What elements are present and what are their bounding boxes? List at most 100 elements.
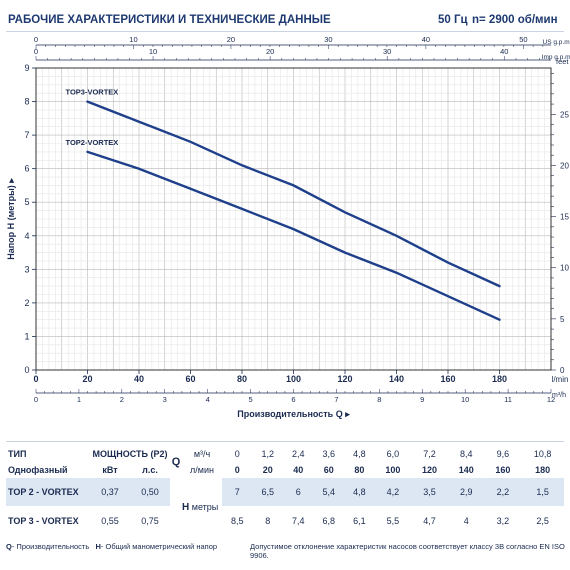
y-tick-label: 4	[24, 231, 29, 241]
usgpm-unit-label: US g.p.m.	[543, 39, 570, 46]
model-name: TOP 2 - VORTEX	[6, 478, 90, 506]
flow-lmin-cell: 100	[385, 465, 401, 475]
curve-label: TOP2-VORTEX	[66, 138, 119, 147]
flow-lmin-cell: 0	[234, 465, 240, 475]
impgpm-tick-label: 40	[500, 47, 508, 56]
m3h-tick-label: 8	[377, 395, 381, 404]
tolerance-note: Допустимое отклонение характеристик насо…	[250, 542, 565, 560]
q-description: - Производительность	[11, 542, 90, 551]
usgpm-tick-label: 30	[324, 35, 332, 44]
chart-title: РАБОЧИЕ ХАРАКТЕРИСТИКИ И ТЕХНИЧЕСКИЕ ДАН…	[8, 14, 331, 26]
header-rule	[6, 31, 564, 32]
m3h-tick-label: 10	[461, 395, 469, 404]
flow-m3h-cell: 10,8	[533, 449, 552, 459]
m3h-tick-label: 5	[248, 395, 252, 404]
impgpm-tick-label: 0	[34, 47, 38, 56]
head-cell: 2,5	[536, 516, 549, 526]
meters-unit: метры	[191, 501, 219, 512]
flow-m3h-cell: 0	[234, 449, 240, 459]
kw-value: 0,37	[90, 478, 130, 506]
hp-value: 0,75	[141, 516, 159, 526]
flow-m3h-cell: 8,4	[459, 449, 473, 459]
flow-lmin-cell: 40	[293, 465, 304, 475]
y-tick-label: 1	[24, 331, 29, 341]
impgpm-tick-label: 20	[266, 47, 274, 56]
y-tick-label: 0	[24, 365, 29, 375]
h-unit-cell: H метры	[182, 478, 222, 536]
feet-tick-label: 25	[560, 110, 569, 119]
power-header: МОЩНОСТЬ (P2)	[92, 449, 168, 459]
feet-tick-label: 0	[560, 366, 565, 375]
x-tick-label: 80	[237, 374, 247, 384]
head-cell: 3,5	[411, 478, 448, 506]
x-tick-label: 100	[286, 374, 301, 384]
head-cell: 7	[222, 478, 253, 506]
h-label-cell	[170, 478, 182, 536]
flow-m3h-cell: 3,6	[322, 449, 336, 459]
m3h-tick-label: 12	[547, 395, 555, 404]
head-cell: 2,2	[484, 478, 522, 506]
head-cell: 8	[265, 516, 271, 526]
m3h-tick-label: 7	[334, 395, 338, 404]
feet-unit-label: feet	[556, 57, 569, 66]
y-axis-title: Напор H (метры) ▸	[6, 178, 16, 260]
flow-lmin-cell: 180	[535, 465, 551, 475]
table-row: TOP 3 - VORTEX 0,55 0,75 8,5 8 7,4 6,8 6…	[6, 506, 564, 536]
m3h-unit-label: m³/h	[552, 392, 566, 399]
flow-m3h-cell: 1,2	[261, 449, 275, 459]
m3h-tick-label: 0	[34, 395, 38, 404]
flow-lmin-cell: 60	[323, 465, 334, 475]
impgpm-tick-label: 30	[383, 47, 391, 56]
head-cell: 4,7	[423, 516, 436, 526]
m3h-tick-label: 6	[291, 395, 295, 404]
y-tick-label: 5	[24, 197, 29, 207]
m3h-tick-label: 3	[163, 395, 167, 404]
kw-value: 0,55	[101, 516, 119, 526]
flow-m3h-cell: 4,8	[353, 449, 366, 459]
h-abbr: H	[95, 542, 101, 551]
x-tick-label: 60	[185, 374, 195, 384]
head-cell: 2,9	[447, 478, 485, 506]
flow-lmin-cell: 120	[422, 465, 438, 475]
h-label: H	[182, 501, 190, 513]
x-tick-label: 20	[82, 374, 92, 384]
h-description: - Общий манометрический напор	[100, 542, 218, 551]
head-cell: 4,8	[344, 478, 375, 506]
y-tick-label: 8	[24, 97, 29, 107]
head-cell: 8,5	[231, 516, 244, 526]
table-subheader-row: Однофазный кВт л.с. л/мин 0 20 40 60 80 …	[6, 462, 564, 478]
head-cell: 7,4	[292, 516, 305, 526]
feet-tick-label: 15	[560, 213, 569, 222]
impgpm-unit-label: Imp g.p.m.	[542, 54, 570, 61]
m3h-tick-label: 11	[504, 395, 512, 404]
x-unit-label: l/min	[552, 375, 569, 384]
flow-m3h-cell: 6,0	[386, 449, 400, 459]
type-header: ТИП	[8, 449, 27, 459]
y-tick-label: 3	[24, 264, 29, 274]
feet-tick-label: 5	[560, 315, 565, 324]
feet-tick-label: 10	[560, 264, 569, 273]
y-tick-label: 6	[24, 164, 29, 174]
flow-m3h-cell: 9,6	[496, 449, 510, 459]
flow-lmin-cell: 160	[495, 465, 511, 475]
m3h-tick-label: 1	[77, 395, 81, 404]
m3h-tick-label: 4	[206, 395, 210, 404]
frequency-label: 50 Гц	[438, 14, 468, 26]
head-cell: 3,2	[496, 516, 510, 526]
table-top-rule	[6, 441, 564, 442]
single-phase-label: Однофазный	[8, 465, 68, 475]
usgpm-tick-label: 0	[34, 35, 38, 44]
table-row: TOP 2 - VORTEX 0,37 0,50 H метры 7 6,5 6…	[6, 478, 564, 536]
x-tick-label: 160	[440, 374, 455, 384]
head-cell: 6,5	[252, 478, 284, 506]
x-tick-label: 0	[33, 374, 38, 384]
x-axis-title: Производительность Q ▸	[237, 409, 350, 419]
flow-lmin-cell: 80	[354, 465, 365, 475]
x-tick-label: 120	[337, 374, 352, 384]
q-label: Q	[171, 456, 181, 468]
flow-lmin-cell: 140	[458, 465, 474, 475]
model-name: TOP 3 - VORTEX	[8, 516, 79, 526]
head-cell: 4,2	[374, 478, 412, 506]
head-cell: 5,4	[313, 478, 345, 506]
